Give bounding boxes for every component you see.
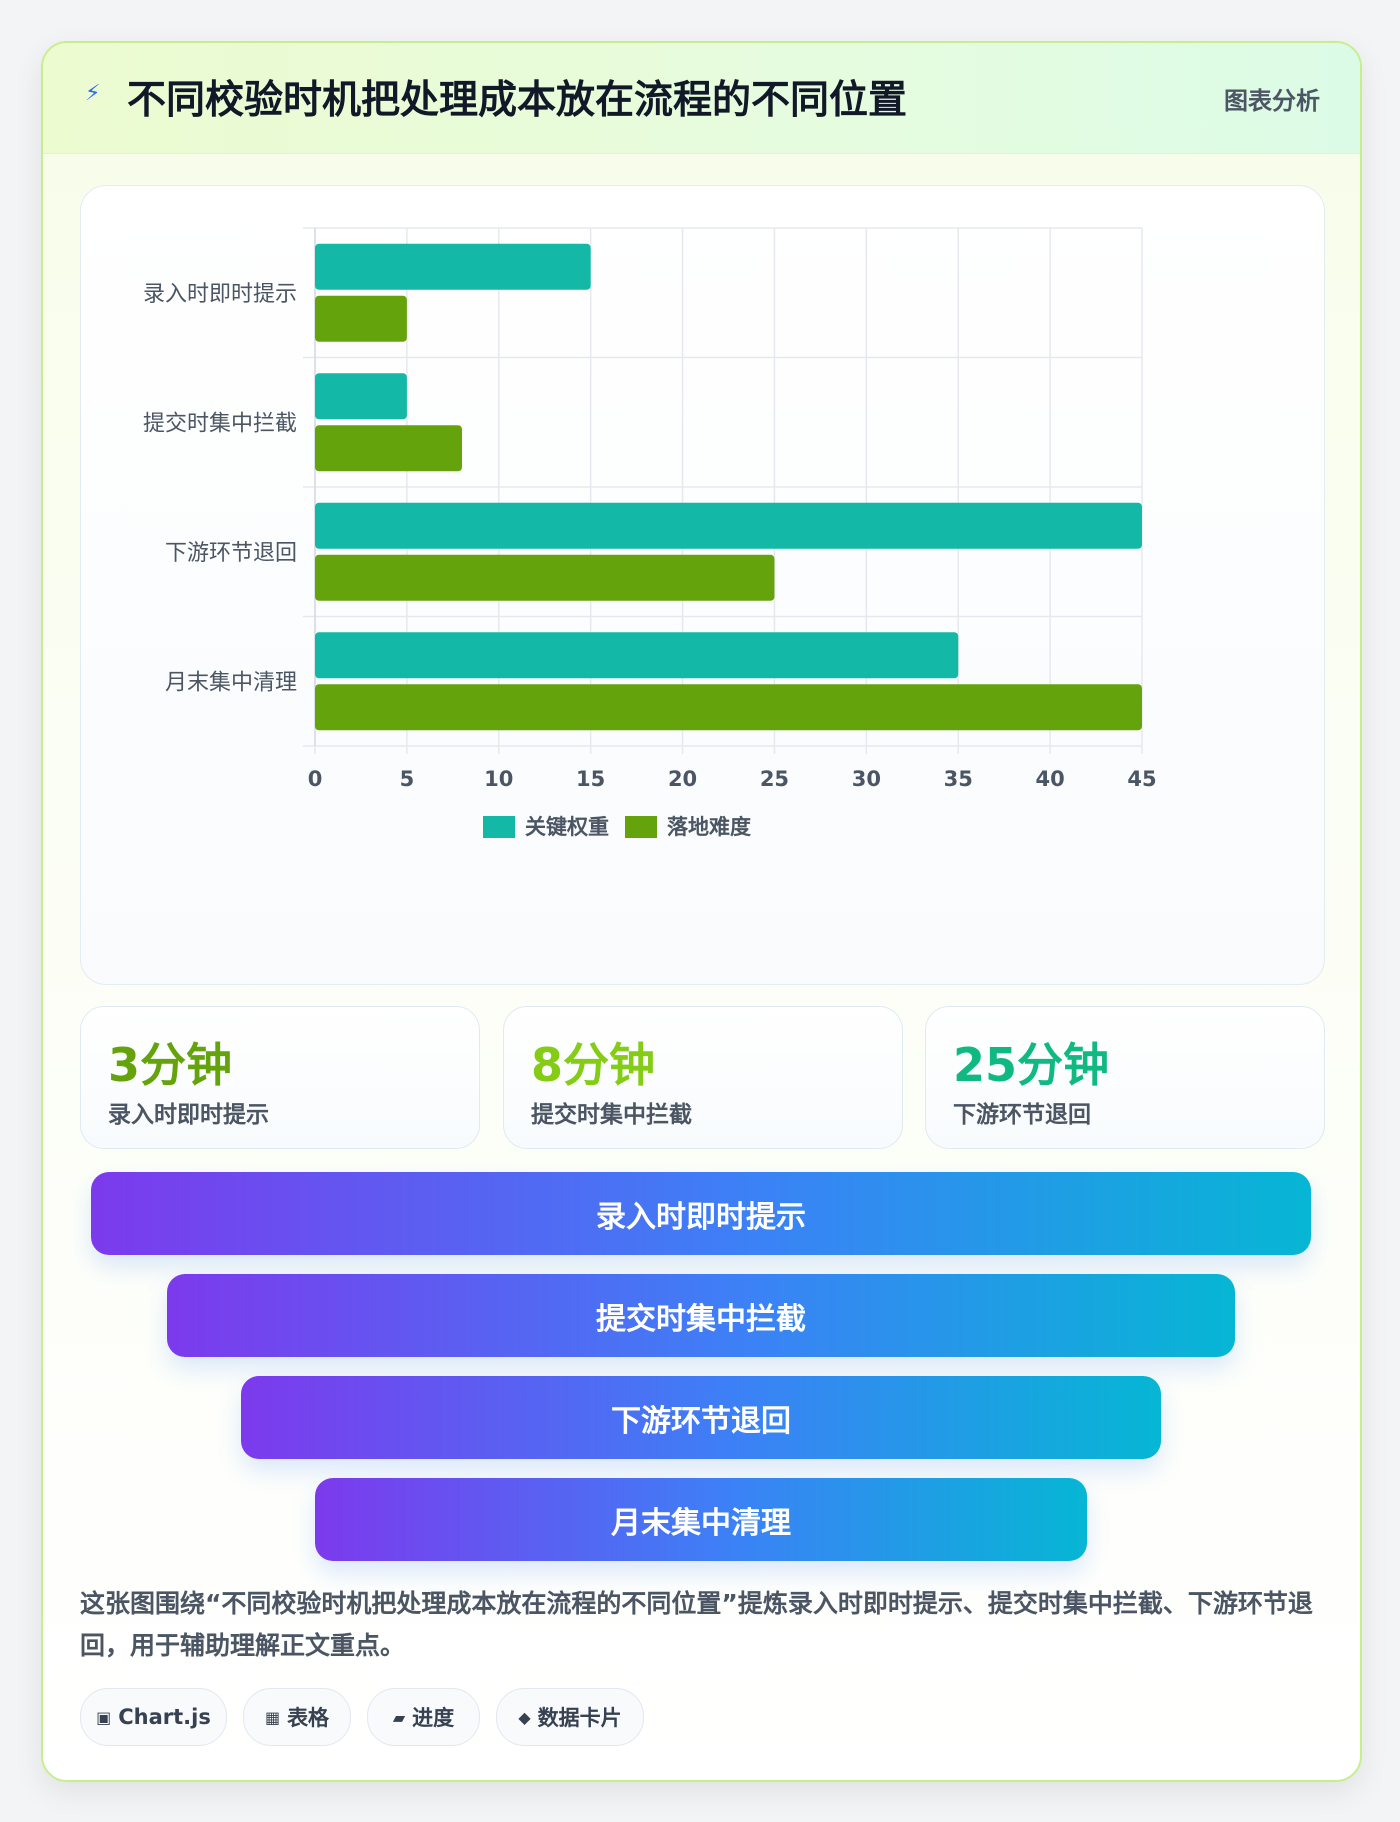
bar-difficulty	[315, 295, 407, 342]
funnel-step-2: 提交时集中拦截	[167, 1274, 1235, 1357]
bar-weight	[315, 373, 407, 420]
bar-weight	[315, 243, 591, 290]
bar-difficulty	[315, 554, 775, 601]
funnel-step-1: 录入时即时提示	[91, 1172, 1311, 1255]
chip-label: Chart.js	[118, 1705, 211, 1729]
chart-icon: ▣	[96, 1707, 112, 1727]
category-label: 提交时集中拦截	[143, 411, 297, 436]
x-tick-label: 30	[852, 767, 881, 791]
chip-label: 进度	[412, 1706, 455, 1730]
x-tick-label: 10	[484, 767, 513, 791]
x-tick-label: 0	[308, 767, 323, 791]
bar-difficulty	[315, 684, 1142, 731]
legend-label: 落地难度	[667, 815, 751, 839]
bar-weight	[315, 502, 1142, 549]
chip-data-card[interactable]: ◆ 数据卡片	[496, 1688, 644, 1746]
card-header: ⚡ 不同校验时机把处理成本放在流程的不同位置 图表分析	[43, 43, 1360, 154]
chip-label: 数据卡片	[537, 1706, 622, 1730]
diamond-icon: ◆	[518, 1707, 531, 1727]
category-label: 录入时即时提示	[143, 282, 297, 307]
chip-table[interactable]: ▦ 表格	[243, 1688, 351, 1746]
x-tick-label: 25	[760, 767, 789, 791]
x-tick-label: 45	[1127, 767, 1156, 791]
x-tick-label: 15	[576, 767, 605, 791]
stat-label-2: 提交时集中拦截	[531, 1102, 692, 1128]
chart-panel: 录入时即时提示 提交时集中拦截下游环节退回 月末集中清理 0 5 10 15 20 25 30 35…	[80, 185, 1325, 985]
page-title: 不同校验时机把处理成本放在流程的不同位置	[127, 78, 908, 123]
legend-label: 关键权重	[525, 815, 609, 839]
stat-value-1: 3分钟	[108, 1038, 233, 1092]
stat-value-2: 8分钟	[531, 1038, 656, 1092]
x-tick-label: 20	[668, 767, 697, 791]
table-icon: ▦	[264, 1707, 281, 1727]
bar-difficulty	[315, 425, 463, 472]
stat-label-3: 下游环节退回	[953, 1102, 1091, 1128]
category-label: 下游环节退回	[165, 541, 297, 566]
stat-card-2: 8分钟 提交时集中拦截	[503, 1006, 903, 1149]
chip-progress[interactable]: ▰ 进度	[367, 1688, 480, 1746]
stat-card-1: 3分钟 录入时即时提示	[80, 1006, 480, 1149]
funnel-step-4: 月末集中清理	[315, 1478, 1087, 1561]
chart-description: 这张图围绕“不同校验时机把处理成本放在流程的不同位置”提炼录入时即时提示、提交时…	[80, 1589, 1313, 1660]
x-tick-label: 5	[400, 767, 415, 791]
stat-label-1: 录入时即时提示	[108, 1102, 269, 1128]
chart-card: ⚡ 不同校验时机把处理成本放在流程的不同位置 图表分析 录入时即时提示 提交时集中…	[41, 41, 1362, 1782]
progress-icon: ▰	[392, 1707, 406, 1727]
stat-card-3: 25分钟 下游环节退回	[925, 1006, 1325, 1149]
category-label: 月末集中清理	[165, 670, 297, 695]
bolt-icon: ⚡	[85, 81, 101, 106]
header-tag: 图表分析	[1224, 87, 1320, 115]
bar-weight	[315, 632, 959, 679]
chip-chartjs[interactable]: ▣ Chart.js	[80, 1688, 227, 1746]
legend-swatch	[625, 816, 657, 838]
x-tick-label: 35	[944, 767, 973, 791]
funnel-step-3: 下游环节退回	[241, 1376, 1161, 1459]
x-tick-label: 40	[1035, 767, 1064, 791]
legend-swatch	[483, 816, 515, 838]
chip-label: 表格	[287, 1706, 330, 1730]
stat-value-3: 25分钟	[953, 1038, 1110, 1092]
